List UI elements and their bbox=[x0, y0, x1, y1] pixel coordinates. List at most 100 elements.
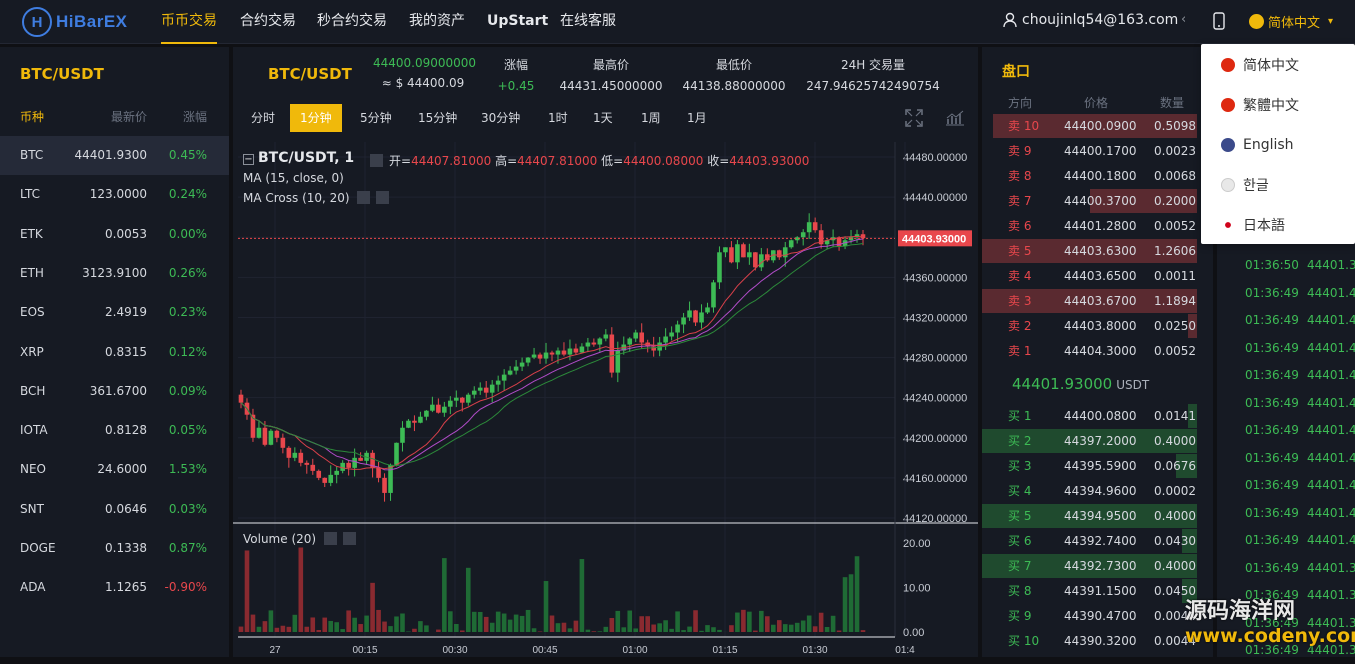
nav-upstart[interactable]: UpStart bbox=[487, 0, 548, 44]
header-coin: 币种 bbox=[20, 107, 44, 127]
candle-body bbox=[293, 453, 298, 458]
ask-price: 44400.3700 bbox=[1064, 189, 1137, 214]
price-axis-label: 44240.00000 bbox=[903, 393, 967, 405]
nav-contract-trading[interactable]: 合约交易 bbox=[240, 0, 296, 44]
nav-spot-trading[interactable]: 币币交易 bbox=[161, 0, 217, 44]
candle-body bbox=[604, 335, 609, 339]
period-tab[interactable]: 1周 bbox=[631, 104, 671, 132]
logo[interactable]: H HiBarEX bbox=[22, 7, 128, 37]
period-tab[interactable]: 1月 bbox=[677, 104, 717, 132]
volume-close-icon[interactable] bbox=[343, 532, 356, 545]
market-coin: EOS bbox=[20, 293, 45, 332]
lang-option-zh-tw[interactable]: 繁體中文 bbox=[1201, 85, 1355, 125]
nav-customer-service[interactable]: 在线客服 bbox=[560, 0, 616, 44]
candle-body bbox=[490, 385, 495, 393]
market-coin: IOTA bbox=[20, 411, 48, 450]
language-dropdown: 简体中文 繁體中文 English 한글 日本語 bbox=[1201, 44, 1355, 244]
lang-option-ko[interactable]: 한글 bbox=[1201, 165, 1355, 205]
indicator-icon[interactable] bbox=[945, 110, 965, 130]
lang-option-zh-cn[interactable]: 简体中文 bbox=[1201, 45, 1355, 85]
period-tab[interactable]: 分时 bbox=[241, 104, 285, 132]
volume-bar bbox=[370, 583, 375, 632]
settings-small-icon[interactable] bbox=[370, 154, 383, 167]
lang-option-ja[interactable]: 日本語 bbox=[1201, 205, 1355, 245]
volume-bar bbox=[520, 616, 525, 632]
period-tab[interactable]: 5分钟 bbox=[350, 104, 402, 132]
last-price-tag-text: 44403.93000 bbox=[902, 233, 966, 245]
volume-bar bbox=[400, 614, 405, 632]
volume-bar bbox=[424, 625, 429, 632]
flag-cn-icon bbox=[1221, 98, 1235, 112]
period-tab[interactable]: 30分钟 bbox=[471, 104, 530, 132]
trade-time: 01:36:50 bbox=[1245, 252, 1299, 279]
period-tab[interactable]: 1分钟 bbox=[290, 104, 342, 132]
macross-close-icon[interactable] bbox=[376, 191, 389, 204]
language-selector[interactable]: 简体中文 ▾ bbox=[1249, 12, 1333, 31]
kline-chart-canvas[interactable]: 44480.0000044440.0000044400.0000044360.0… bbox=[233, 142, 978, 657]
lang-option-en[interactable]: English bbox=[1201, 125, 1355, 165]
nav-second-contract[interactable]: 秒合约交易 bbox=[317, 0, 387, 44]
chevron-left-icon[interactable]: ‹ bbox=[1181, 12, 1186, 27]
volume-bar bbox=[287, 627, 292, 632]
time-axis-label: 01:15 bbox=[712, 645, 737, 656]
period-tab[interactable]: 1时 bbox=[538, 104, 578, 132]
trade-time: 01:36:49 bbox=[1245, 555, 1299, 582]
macross-settings-icon[interactable] bbox=[357, 191, 370, 204]
user-account[interactable]: choujinlq54@163.com bbox=[1003, 12, 1178, 28]
volume-bar bbox=[861, 630, 866, 632]
candle-body bbox=[741, 244, 746, 257]
kline-chart[interactable]: 44480.0000044440.0000044400.0000044360.0… bbox=[233, 142, 978, 657]
bid-label: 买 7 bbox=[1008, 554, 1031, 579]
volume-bar bbox=[502, 614, 507, 632]
mobile-phone-icon[interactable] bbox=[1213, 12, 1225, 34]
volume-settings-icon[interactable] bbox=[324, 532, 337, 545]
candle-body bbox=[538, 355, 543, 359]
candle-body bbox=[735, 244, 740, 262]
period-tab[interactable]: 15分钟 bbox=[408, 104, 467, 132]
nav-my-assets[interactable]: 我的资产 bbox=[409, 0, 465, 44]
logo-text: HiBarEX bbox=[56, 12, 128, 32]
period-tab[interactable]: 1天 bbox=[583, 104, 623, 132]
volume-bar bbox=[675, 611, 680, 632]
market-title: BTC/USDT bbox=[20, 65, 104, 83]
volume-bar bbox=[490, 623, 495, 632]
fullscreen-icon[interactable] bbox=[905, 109, 923, 131]
volume-bar bbox=[807, 616, 812, 632]
collapse-icon[interactable]: − bbox=[243, 154, 254, 165]
